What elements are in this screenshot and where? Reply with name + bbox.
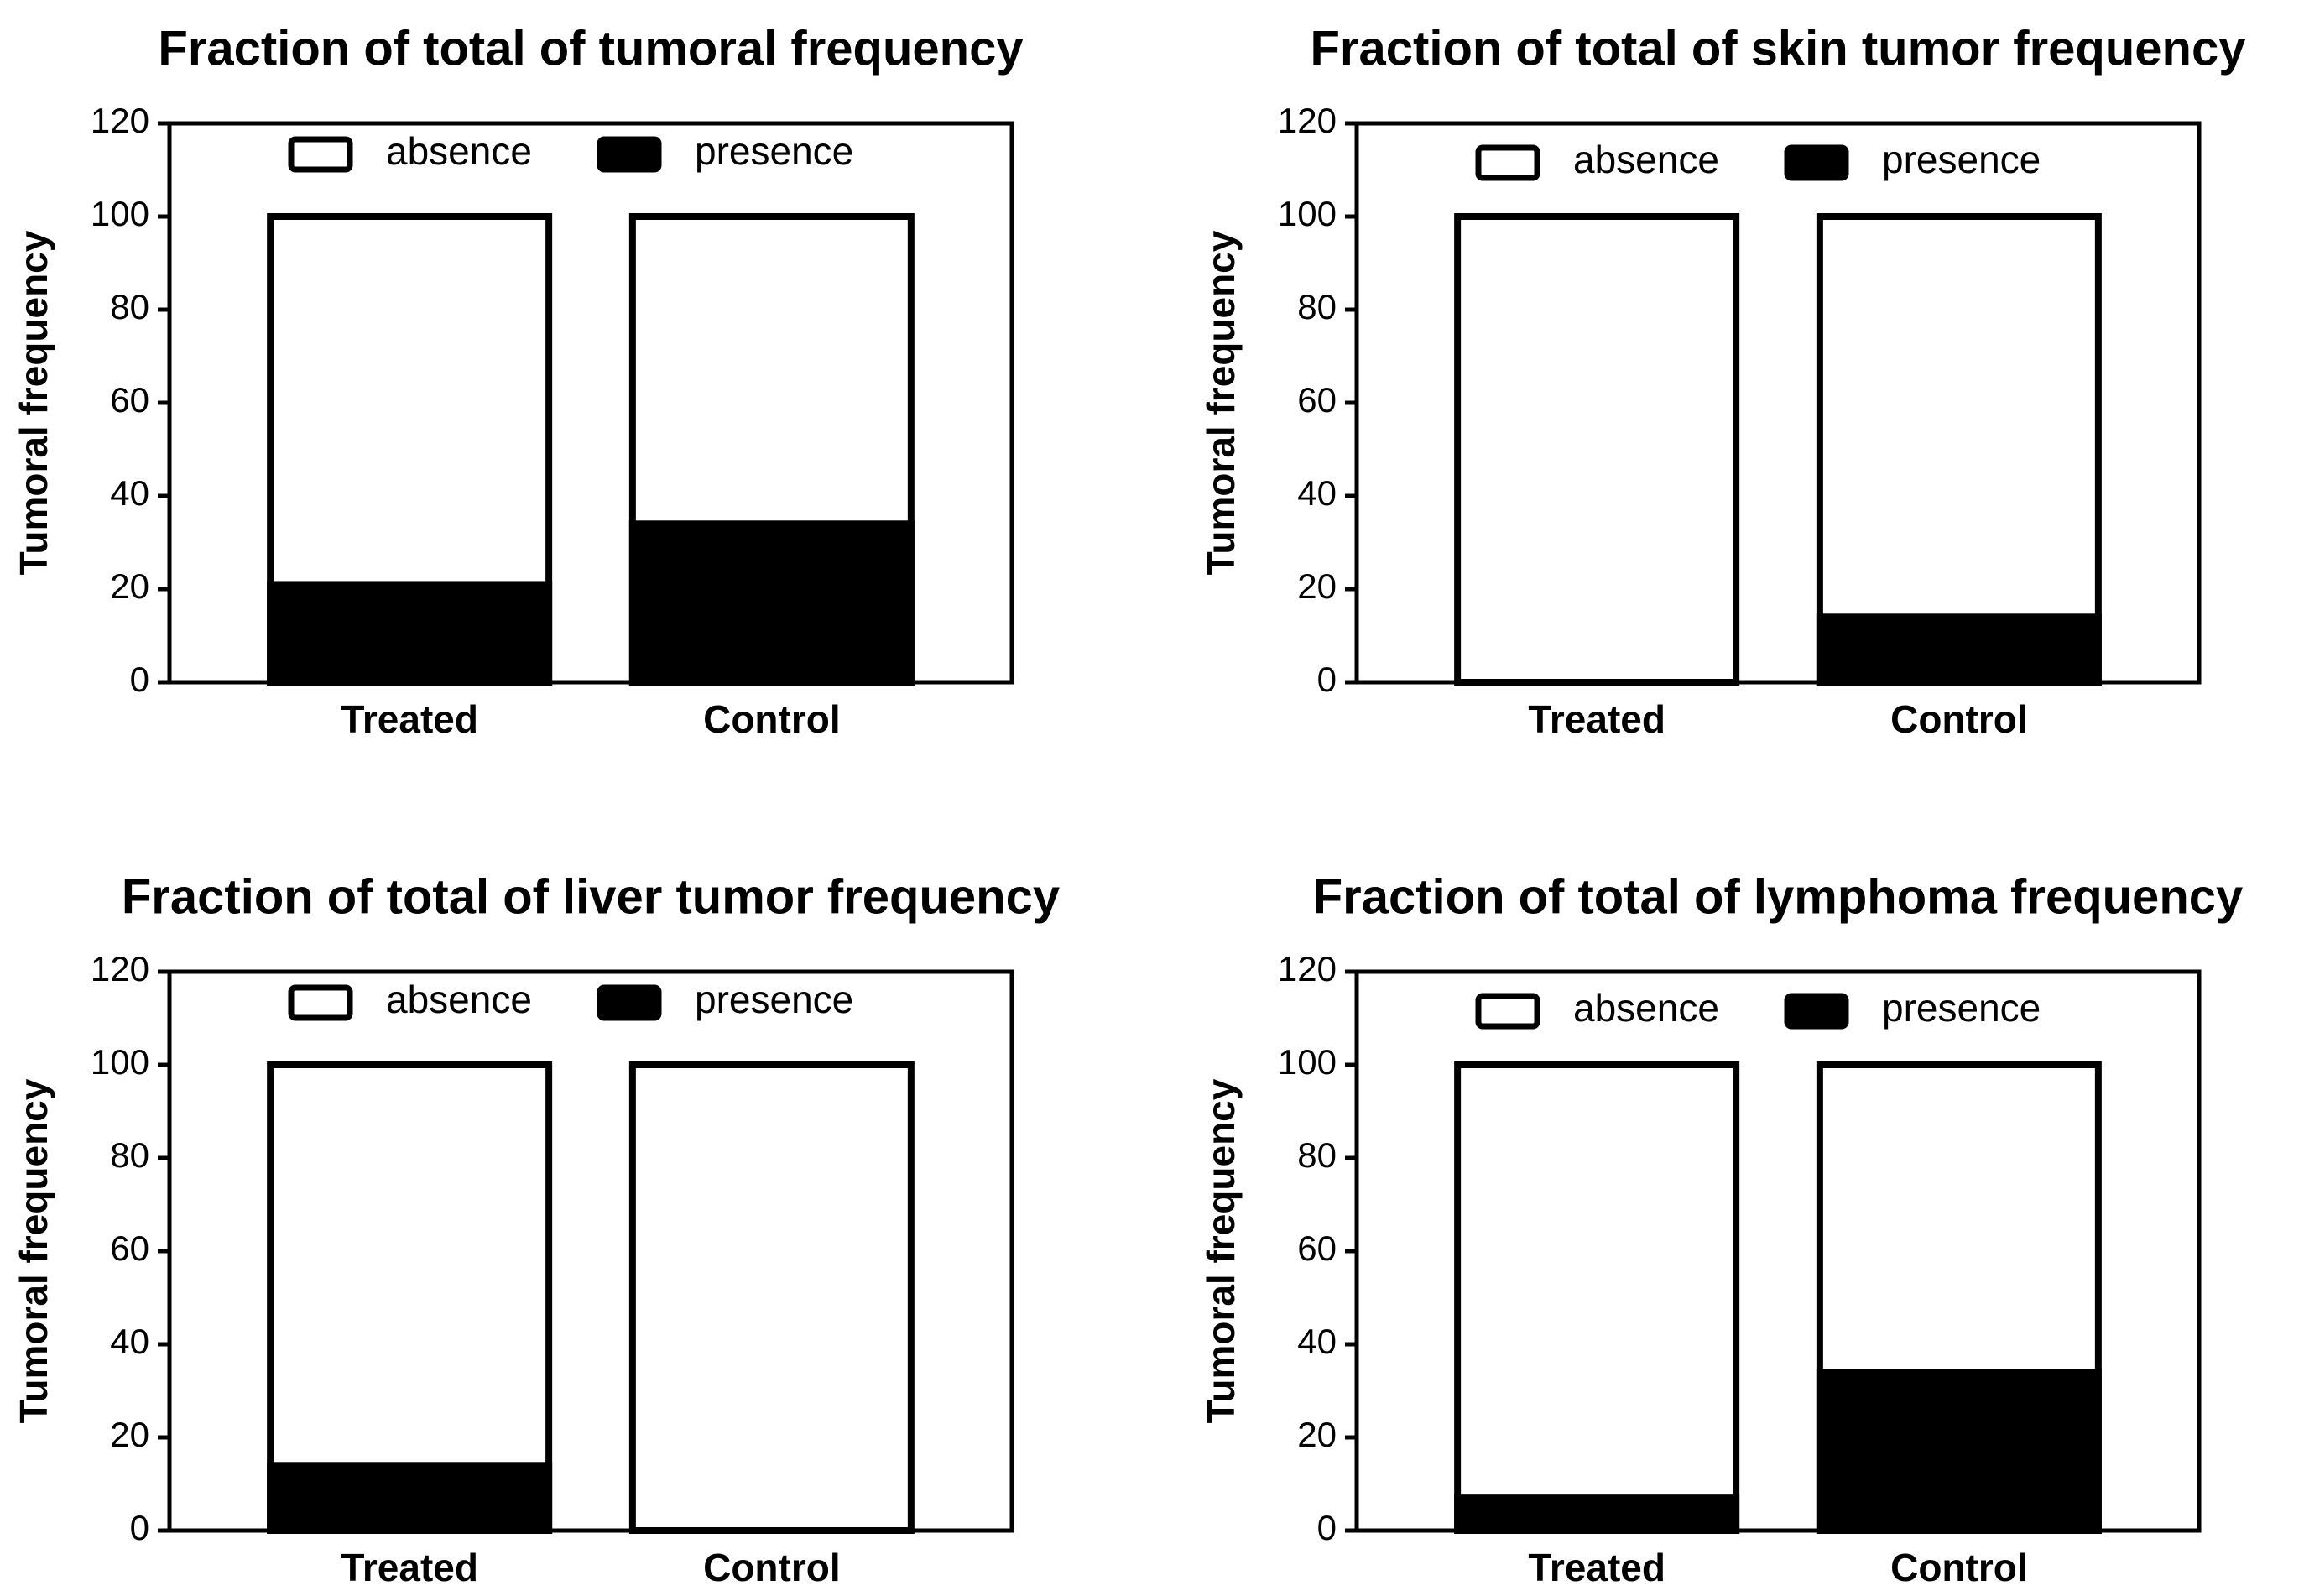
y-tick-label: 20 xyxy=(110,1415,149,1454)
legend-label-absence: absence xyxy=(386,978,532,1021)
legend-swatch-absence xyxy=(288,136,353,173)
bar-presence-control xyxy=(1816,1369,2102,1535)
x-tick-label: Treated xyxy=(341,697,478,741)
x-tick-label: Control xyxy=(703,697,841,741)
plot-frame xyxy=(1354,969,2202,1533)
legend-swatch-presence xyxy=(1784,993,1849,1030)
y-tick-label: 20 xyxy=(110,566,149,606)
y-tick-label: 0 xyxy=(1317,1508,1337,1547)
bar-absence-treated xyxy=(1454,213,1740,686)
y-tick-label: 40 xyxy=(110,473,149,513)
y-tick-label: 80 xyxy=(110,287,149,326)
chart-panel-3: Fraction of total of liver tumor frequen… xyxy=(12,869,1060,1589)
y-tick-label: 120 xyxy=(91,949,149,988)
x-tick-label: Control xyxy=(703,1546,841,1589)
legend-label-presence: presence xyxy=(1882,986,2041,1030)
y-axis-label: Tumoral frequency xyxy=(12,1078,55,1423)
legend-swatch-presence xyxy=(1784,144,1849,181)
legend-label-absence: absence xyxy=(386,129,532,173)
legend-label-presence: presence xyxy=(695,978,853,1021)
legend: absence presence xyxy=(288,978,853,1021)
chart-panel-4: Fraction of total of lymphoma frequency T… xyxy=(1199,869,2243,1589)
y-tick-label: 20 xyxy=(1297,1415,1337,1454)
y-tick-label: 100 xyxy=(1278,194,1337,233)
x-tick-label: Control xyxy=(1890,697,2028,741)
y-tick-label: 80 xyxy=(1297,1135,1337,1175)
bar-absence-treated xyxy=(267,1061,553,1534)
y-tick-label: 0 xyxy=(1317,660,1337,699)
y-tick-label: 0 xyxy=(130,660,149,699)
legend-label-absence: absence xyxy=(1573,138,1719,181)
chart-title: Fraction of total of tumoral frequency xyxy=(158,21,1023,76)
bar-absence-control xyxy=(1816,213,2102,686)
plot-frame xyxy=(167,969,1014,1533)
legend-label-presence: presence xyxy=(695,129,853,173)
y-tick-label: 100 xyxy=(1278,1042,1337,1082)
y-tick-label: 80 xyxy=(110,1135,149,1175)
plot-frame xyxy=(167,121,1014,685)
bar-absence-control xyxy=(628,1061,915,1534)
chart-panel-2: Fraction of total of skin tumor frequenc… xyxy=(1199,21,2245,741)
y-axis-label: Tumoral frequency xyxy=(1199,230,1243,575)
y-tick-label: 120 xyxy=(91,101,149,140)
legend: absence presence xyxy=(1475,138,2041,181)
y-tick-label: 60 xyxy=(110,1228,149,1268)
y-tick-label: 120 xyxy=(1278,101,1337,140)
bar-absence-treated xyxy=(1454,1061,1740,1534)
legend: absence presence xyxy=(288,129,853,173)
legend-swatch-presence xyxy=(597,136,662,173)
bar-presence-treated xyxy=(267,1462,553,1535)
bar-presence-treated xyxy=(267,581,553,686)
chart-title: Fraction of total of skin tumor frequenc… xyxy=(1311,21,2246,76)
y-tick-label: 120 xyxy=(1278,949,1337,988)
plot-frame xyxy=(1354,121,2202,685)
chart-title: Fraction of total of liver tumor frequen… xyxy=(122,869,1060,924)
legend-label-presence: presence xyxy=(1882,138,2041,181)
bar-presence-control xyxy=(628,520,915,686)
bar-presence-treated xyxy=(1454,1494,1740,1535)
y-tick-label: 80 xyxy=(1297,287,1337,326)
y-tick-label: 60 xyxy=(1297,380,1337,420)
legend-swatch-absence xyxy=(1475,993,1540,1030)
legend-swatch-presence xyxy=(597,984,662,1021)
x-tick-label: Treated xyxy=(1528,1546,1665,1589)
y-axis-label: Tumoral frequency xyxy=(1199,1078,1243,1423)
bar-presence-control xyxy=(1816,613,2102,686)
y-tick-label: 60 xyxy=(110,380,149,420)
legend: absence presence xyxy=(1475,986,2041,1030)
chart-panel-1: Fraction of total of tumoral frequency Tu… xyxy=(12,21,1023,741)
y-tick-label: 40 xyxy=(1297,1322,1337,1361)
y-tick-label: 20 xyxy=(1297,566,1337,606)
y-tick-label: 100 xyxy=(91,194,149,233)
x-tick-label: Control xyxy=(1890,1546,2028,1589)
y-axis-label: Tumoral frequency xyxy=(12,230,55,575)
x-tick-label: Treated xyxy=(1528,697,1665,741)
legend-swatch-absence xyxy=(288,984,353,1021)
y-tick-label: 40 xyxy=(110,1322,149,1361)
y-tick-label: 0 xyxy=(130,1508,149,1547)
legend-label-absence: absence xyxy=(1573,986,1719,1030)
y-tick-label: 100 xyxy=(91,1042,149,1082)
y-tick-label: 40 xyxy=(1297,473,1337,513)
chart-title: Fraction of total of lymphoma frequency xyxy=(1313,869,2244,924)
legend-swatch-absence xyxy=(1475,144,1540,181)
x-tick-label: Treated xyxy=(341,1546,478,1589)
y-tick-label: 60 xyxy=(1297,1228,1337,1268)
